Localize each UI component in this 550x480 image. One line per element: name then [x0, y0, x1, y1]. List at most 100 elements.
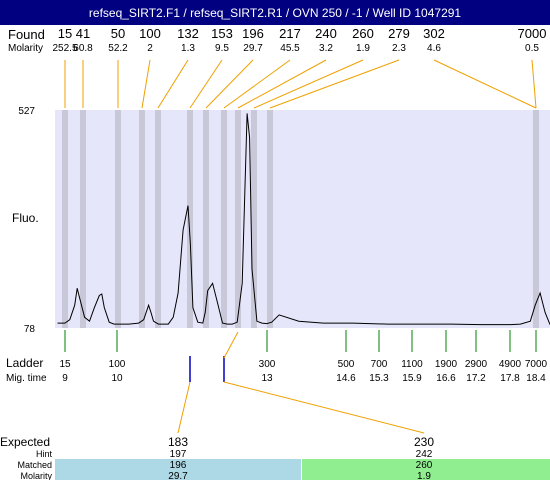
found-leader-line [141, 59, 151, 109]
y-tick-max: 527 [18, 106, 35, 117]
ladder-row-label: Ladder [6, 356, 43, 370]
matched-row-label: Matched [17, 460, 52, 470]
matched-molarity-value: 1.9 [417, 471, 431, 480]
ladder-migtime-label: 15.9 [402, 373, 422, 384]
expected-size-label: 230 [414, 435, 434, 449]
ladder-markers: 15 9 100 10 300 13 500 14.6 700 15.3 1100 15.9 1900 1… [59, 330, 548, 384]
ladder-migtime-label: 13 [261, 373, 273, 384]
expected-leader-line [223, 381, 425, 434]
plot-area [55, 110, 550, 328]
found-labels: 15 252.5 41 60.8 50 52.2 100 2 132 1.3 153 9.5 196 29… [52, 26, 546, 54]
found-size-label: 132 [177, 26, 199, 41]
found-leader-lines [64, 59, 537, 109]
matched-band [55, 459, 301, 480]
found-molarity-label: 1.9 [356, 43, 370, 54]
matched-value: 260 [416, 460, 433, 471]
found-size-label: 50 [111, 26, 125, 41]
expected-row-label: Expected [0, 435, 50, 449]
found-molarity-label: 0.5 [525, 43, 539, 54]
found-leader-line [253, 59, 364, 109]
peak-band [235, 110, 241, 328]
peak-bands [62, 110, 539, 328]
found-leader-line [531, 59, 537, 109]
migtime-row-label: Mig. time [6, 373, 47, 384]
matched-molarity-value: 29.7 [168, 471, 188, 480]
ladder-migtime-label: 15.3 [369, 373, 389, 384]
found-molarity-label: 1.3 [181, 43, 195, 54]
found-size-label: 240 [315, 26, 337, 41]
peak-band [533, 110, 539, 328]
expected-leader-line [177, 381, 191, 434]
found-row-label: Found [8, 27, 45, 42]
found-leader-line [237, 59, 327, 109]
found-molarity-label: 4.6 [427, 43, 441, 54]
ladder-size-label: 1100 [401, 359, 423, 370]
y-axis-label: Fluo. [12, 211, 39, 225]
hint-value: 242 [416, 449, 433, 460]
peak-band [62, 110, 68, 328]
ladder-migtime-label: 18.4 [526, 373, 546, 384]
ladder-size-label: 300 [259, 359, 276, 370]
hint-value: 197 [170, 449, 187, 460]
found-molarity-label: 29.7 [243, 43, 263, 54]
ladder-migtime-label: 17.2 [466, 373, 486, 384]
peak-band [115, 110, 121, 328]
found-leader-line [269, 59, 400, 109]
found-molarity-label: 252.5 [52, 43, 77, 54]
found-size-label: 260 [352, 26, 374, 41]
found-molarity-label: 60.8 [73, 43, 93, 54]
peak-band [187, 110, 193, 328]
ladder-size-label: 1900 [435, 359, 458, 370]
found-molarity-label: 2 [147, 43, 153, 54]
found-molarity-label: 9.5 [215, 43, 229, 54]
peak-band [251, 110, 257, 328]
molarity-row-label: Molarity [8, 43, 43, 54]
ladder-migtime-label: 14.6 [336, 373, 356, 384]
found-size-label: 302 [423, 26, 445, 41]
ladder-migtime-label: 9 [62, 373, 68, 384]
ladder-size-label: 500 [338, 359, 355, 370]
peak-band [155, 110, 161, 328]
ladder-migtime-label: 10 [111, 373, 123, 384]
ladder-size-label: 15 [59, 359, 71, 370]
peak-band [203, 110, 209, 328]
found-molarity-label: 3.2 [319, 43, 333, 54]
found-size-label: 15 [58, 26, 72, 41]
found-size-label: 279 [388, 26, 410, 41]
found-molarity-label: 2.3 [392, 43, 406, 54]
hint-row-label: Hint [36, 449, 53, 459]
matched-molarity-row-label: Molarity [20, 471, 52, 480]
peak-band [80, 110, 86, 328]
ladder-size-label: 4900 [499, 359, 522, 370]
found-leader-line [205, 59, 254, 109]
found-size-label: 217 [279, 26, 301, 41]
ladder-size-label: 7000 [525, 359, 548, 370]
peak-band [139, 110, 145, 328]
found-leader-line [433, 59, 537, 109]
found-size-label: 153 [211, 26, 233, 41]
peak-band [267, 110, 273, 328]
found-leader-line [157, 59, 189, 109]
chart-title: refseq_SIRT2.F1 / refseq_SIRT2.R1 / OVN … [0, 0, 550, 25]
ladder-migtime-label: 16.6 [436, 373, 456, 384]
peak-band [221, 110, 227, 328]
found-size-label: 100 [139, 26, 161, 41]
expected-size-label: 183 [168, 435, 188, 449]
matched-band [302, 459, 550, 480]
y-tick-min: 78 [24, 324, 36, 335]
fluorescence-trace [57, 113, 550, 326]
found-leader-line [189, 59, 223, 109]
ladder-migtime-label: 17.8 [500, 373, 520, 384]
found-leader-line [223, 59, 291, 109]
found-molarity-label: 45.5 [280, 43, 300, 54]
found-size-label: 41 [76, 26, 90, 41]
found-molarity-label: 52.2 [108, 43, 128, 54]
expected-hint-leader [223, 331, 239, 359]
found-size-label: 196 [242, 26, 264, 41]
ladder-size-label: 100 [109, 359, 126, 370]
ladder-size-label: 700 [371, 359, 388, 370]
found-size-label: 7000 [518, 26, 547, 41]
